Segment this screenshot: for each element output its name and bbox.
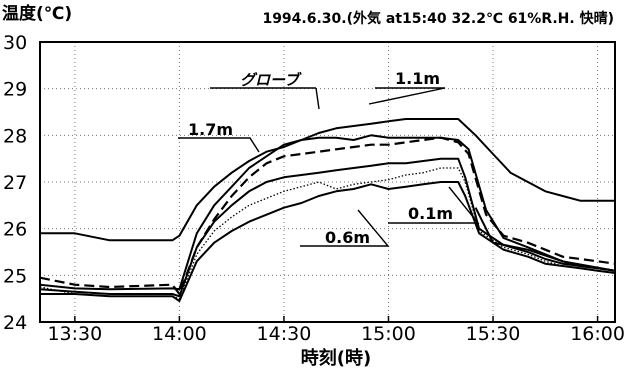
annotation-tick-0 [315, 87, 320, 110]
grid [40, 42, 615, 322]
x-tick-label-3: 15:00 [361, 323, 416, 345]
chart-title: 1994.6.30.(外気 at15:40 32.2℃ 61%R.H. 快晴) [262, 10, 614, 27]
series-line-2 [39, 136, 616, 296]
plot-frame [39, 41, 616, 323]
annotation-label-3: 0.6m [325, 228, 370, 247]
annotation-label-4: 0.1m [408, 204, 453, 223]
y-tick-label-3: 27 [3, 172, 27, 194]
annotation-leader-3 [300, 209, 390, 247]
annotation-leader-2 [178, 137, 260, 153]
y-tick-label-6: 30 [3, 32, 27, 54]
y-tick-label-0: 24 [3, 312, 27, 334]
y-tick-label-2: 26 [3, 219, 27, 241]
y-tick-label-1: 25 [3, 265, 27, 287]
annotation-label-0: グローブ [240, 71, 302, 89]
x-tick-label-0: 13:30 [47, 323, 102, 345]
y-tick-label-4: 28 [3, 125, 27, 147]
series-line-3 [39, 157, 616, 298]
annotation-label-2: 1.7m [188, 120, 233, 139]
series-line-1 [39, 134, 616, 291]
x-axis-label: 時刻(時) [301, 347, 371, 369]
y-axis-label: 温度(℃) [2, 3, 72, 24]
series-line-6 [474, 207, 616, 272]
y-tick-label-5: 29 [3, 79, 27, 101]
x-tick-label-2: 14:30 [257, 323, 312, 345]
series-layer [39, 118, 616, 302]
x-tick-label-5: 16:00 [570, 323, 624, 345]
tick-labels: 24 25 26 27 28 29 30 13:30 14:00 14:30 15:00 15:30 1… [3, 32, 624, 345]
annotation-label-1: 1.1m [395, 69, 440, 88]
annotations: グローブ 1.1m 1.7m 0.6m 0.1m [178, 69, 480, 247]
x-tick-label-1: 14:00 [152, 323, 207, 345]
series-line-0 [40, 118, 615, 242]
annotation-leader-4 [388, 186, 480, 224]
annotation-leader-1 [368, 87, 446, 105]
x-tick-label-4: 15:30 [466, 323, 521, 345]
series-line-5 [40, 181, 616, 302]
